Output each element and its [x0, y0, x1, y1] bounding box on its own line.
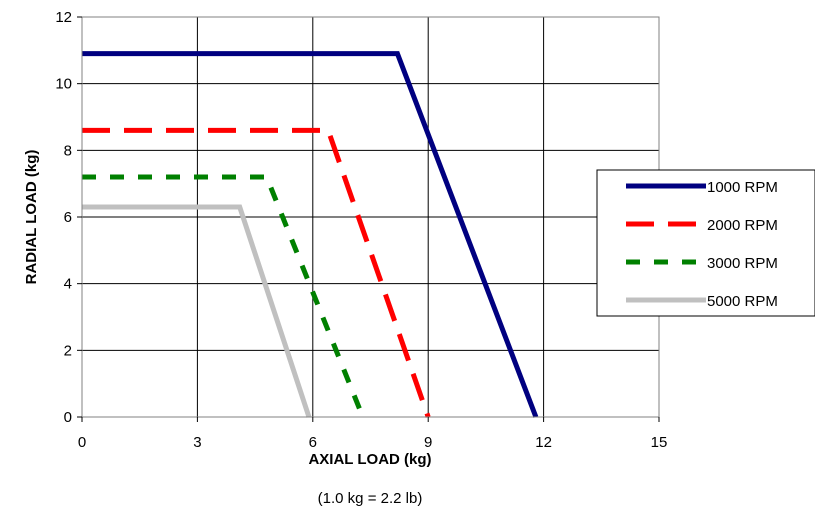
legend-label: 3000 RPM — [707, 255, 778, 272]
x-axis-note: (1.0 kg = 2.2 lb) — [318, 490, 423, 507]
legend-label: 2000 RPM — [707, 217, 778, 234]
y-axis-title: RADIAL LOAD (kg) — [23, 150, 40, 285]
x-tick-label: 6 — [309, 434, 317, 451]
y-tick-label: 4 — [64, 276, 72, 293]
y-tick-label: 12 — [55, 9, 72, 26]
legend-label: 5000 RPM — [707, 293, 778, 310]
x-tick-label: 12 — [535, 434, 552, 451]
series-line-5000-rpm — [82, 204, 312, 418]
legend: 1000 RPM 2000 RPM 3000 RPM 5000 RPM — [596, 169, 815, 317]
grid-lines — [82, 17, 659, 417]
axis-ticks: 0 2 4 6 8 10 12 0 3 6 9 12 15 — [55, 9, 667, 451]
y-tick-label: 2 — [64, 342, 72, 359]
y-tick-label: 6 — [64, 209, 72, 226]
x-tick-label: 0 — [78, 434, 86, 451]
y-tick-label: 0 — [64, 409, 72, 426]
series-line-1000-rpm — [82, 51, 539, 418]
x-tick-label: 9 — [424, 434, 432, 451]
series-line-3000-rpm — [82, 174, 366, 418]
legend-label: 1000 RPM — [707, 179, 778, 196]
legend-box — [596, 169, 815, 317]
y-tick-label: 8 — [64, 142, 72, 159]
x-tick-label: 15 — [651, 434, 668, 451]
x-tick-label: 3 — [193, 434, 201, 451]
x-axis-title: AXIAL LOAD (kg) — [308, 451, 431, 468]
y-tick-label: 10 — [55, 76, 72, 93]
series-lines — [82, 51, 539, 418]
